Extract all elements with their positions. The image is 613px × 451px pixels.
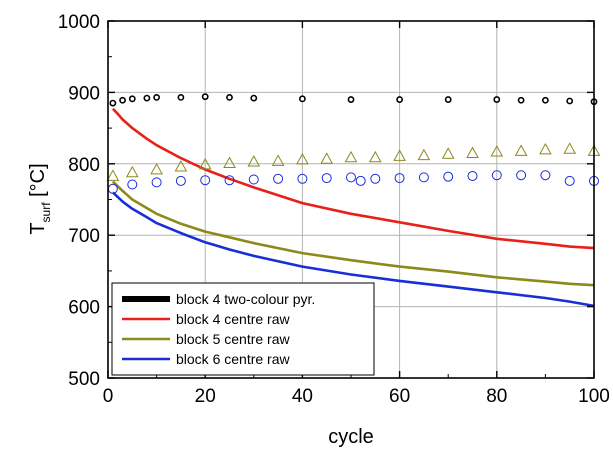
data-point (490, 145, 504, 157)
series-4 (112, 191, 595, 308)
y-axis-title-main: T (27, 222, 49, 234)
data-point (514, 144, 528, 156)
data-point (128, 95, 136, 103)
data-point (347, 96, 355, 103)
data-point (466, 146, 479, 158)
data-point (444, 96, 452, 103)
data-point (563, 142, 577, 154)
data-point (491, 170, 502, 181)
axes: 0 20 40 60 80 100 500 600 700 800 900 1000 (58, 12, 610, 407)
data-point (248, 174, 259, 185)
gridlines (108, 21, 594, 378)
data-point (394, 173, 405, 184)
y-tick-label: 500 (68, 369, 100, 390)
x-tick-label: 80 (486, 386, 507, 407)
legend-item: block 5 centre raw (122, 331, 290, 347)
data-point (109, 99, 117, 107)
data-point (271, 154, 285, 166)
legend-label: block 4 centre raw (176, 311, 290, 327)
y-tick-label: 900 (68, 83, 100, 104)
series-1 (109, 93, 598, 107)
data-point (198, 157, 212, 170)
data-point (174, 160, 188, 172)
data-point (298, 95, 306, 103)
legend-label: block 4 two-colour pyr. (176, 291, 315, 307)
y-axis-title: Tsurf [°C] (27, 163, 53, 234)
x-tick-label: 0 (103, 386, 114, 407)
y-tick-label: 700 (68, 226, 100, 247)
y-tick-label: 600 (68, 298, 100, 319)
data-point (226, 93, 233, 101)
data-point (106, 169, 120, 181)
data-point (175, 175, 186, 186)
data-point (540, 170, 551, 181)
data-point (344, 150, 358, 163)
data-point (321, 173, 332, 184)
y-tick-label: 800 (68, 155, 100, 176)
legend-label: block 6 centre raw (176, 351, 290, 367)
x-tick-label: 40 (292, 386, 313, 407)
legend-item: block 4 centre raw (122, 311, 290, 327)
y-tick-label: 1000 (58, 12, 100, 33)
legend-item: block 6 centre raw (122, 351, 290, 367)
data-point (542, 96, 549, 104)
y-axis-title-unit: [°C] (27, 163, 49, 202)
series-3 (112, 180, 595, 287)
data-point (517, 96, 525, 104)
data-point (370, 173, 381, 184)
data-point (250, 94, 258, 102)
x-tick-label: 100 (578, 386, 610, 407)
data-point (368, 150, 382, 163)
data-point (346, 172, 356, 183)
series-5 (106, 142, 601, 181)
data-point (119, 96, 126, 104)
data-point (320, 152, 334, 164)
data-point (564, 175, 575, 186)
legend: block 4 two-colour pyr. block 4 centre ra… (111, 282, 375, 376)
data-point (150, 162, 163, 175)
x-tick-label: 60 (389, 386, 410, 407)
data-point (247, 155, 261, 167)
data-point (273, 173, 284, 184)
data-point (467, 170, 478, 181)
data-point (396, 96, 403, 103)
data-point (393, 149, 406, 161)
data-point (493, 96, 501, 103)
data-point (355, 175, 366, 186)
legend-item: block 4 two-colour pyr. (122, 291, 315, 307)
data-point (223, 156, 236, 168)
legend-label: block 5 centre raw (176, 331, 290, 347)
x-tick-label: 20 (195, 386, 216, 407)
data-point (296, 152, 309, 165)
series-line (111, 107, 595, 250)
data-point (516, 170, 527, 181)
data-point (177, 93, 185, 101)
data-point (153, 93, 160, 101)
data-point (151, 177, 162, 188)
data-point (418, 172, 429, 183)
data-point (566, 97, 574, 105)
data-point (539, 142, 552, 155)
data-point (200, 175, 211, 186)
data-point (224, 175, 235, 186)
data-point (441, 147, 455, 159)
series-line (112, 180, 595, 287)
x-axis-title: cycle (328, 426, 374, 448)
data-point (143, 94, 151, 102)
data-point (417, 148, 431, 161)
data-point (127, 179, 138, 190)
series-layer (106, 93, 601, 308)
y-axis-title-subscript: surf (39, 202, 53, 223)
data-point (125, 165, 139, 178)
data-point (297, 173, 308, 184)
data-point (201, 93, 209, 101)
data-point (443, 171, 454, 182)
